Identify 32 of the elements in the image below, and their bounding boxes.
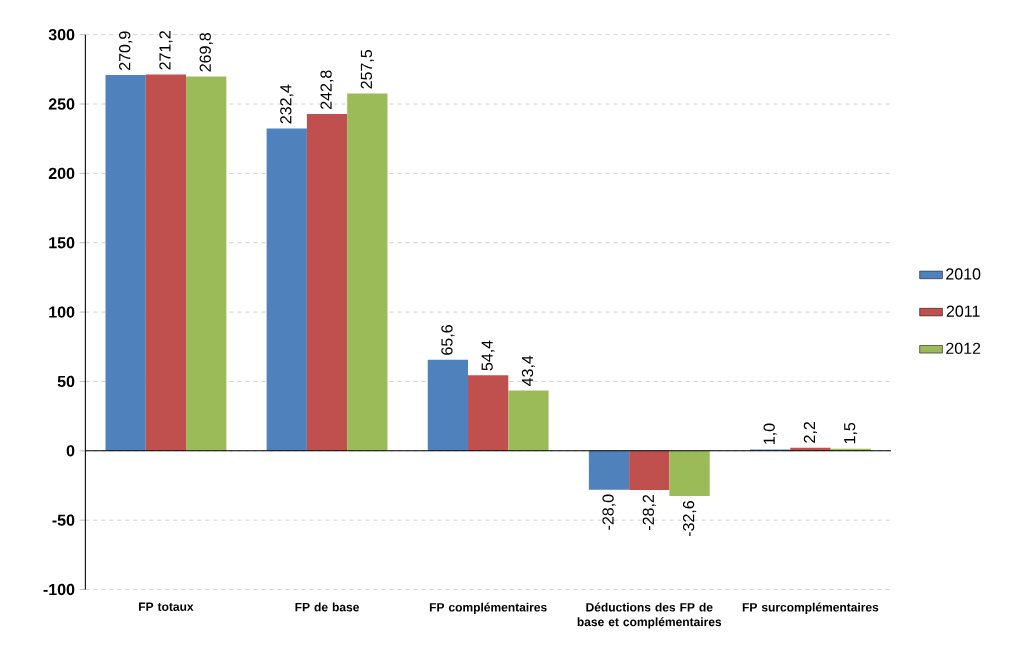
y-tick-label: 50: [57, 375, 75, 388]
data-label: 270,9: [119, 31, 133, 71]
x-tick-label: FP complémentaires: [429, 602, 547, 614]
y-tick-label: -100: [43, 583, 75, 596]
legend-label: 2012: [946, 342, 981, 355]
y-tick-label: 0: [66, 445, 75, 457]
x-tick-label: FP de base: [295, 602, 359, 612]
y-tick-label: -50: [52, 514, 75, 526]
data-label: 242,8: [320, 70, 334, 110]
y-tick-label: 200: [48, 167, 75, 180]
data-label: -32,6: [682, 501, 697, 537]
data-label: 257,5: [360, 50, 374, 89]
legend-label: 2010: [946, 268, 981, 280]
data-label: -28,2: [642, 495, 656, 531]
x-tick-label: FP totaux: [139, 602, 194, 612]
data-label: 1,0: [763, 423, 777, 444]
data-label: 269,8: [199, 33, 213, 72]
data-label: 232,4: [280, 84, 294, 124]
y-tick-label: 150: [49, 237, 75, 249]
data-label: 43,4: [521, 355, 536, 387]
data-label: 54,4: [481, 340, 495, 371]
legend-label: 2011: [946, 305, 980, 317]
y-tick-label: 250: [48, 98, 75, 110]
data-label: 65,6: [441, 325, 455, 355]
x-tick-label: Déductions des FP de base et complémentaires: [577, 602, 722, 629]
x-tick-label: FP surcomplémentaires: [742, 602, 879, 614]
y-tick-label: 300: [48, 29, 75, 41]
data-label: -28,0: [602, 494, 616, 530]
data-label: 1,5: [844, 422, 858, 444]
y-tick-label: 100: [49, 306, 75, 318]
data-label: 2,2: [803, 422, 818, 443]
data-label: 271,2: [159, 31, 173, 70]
